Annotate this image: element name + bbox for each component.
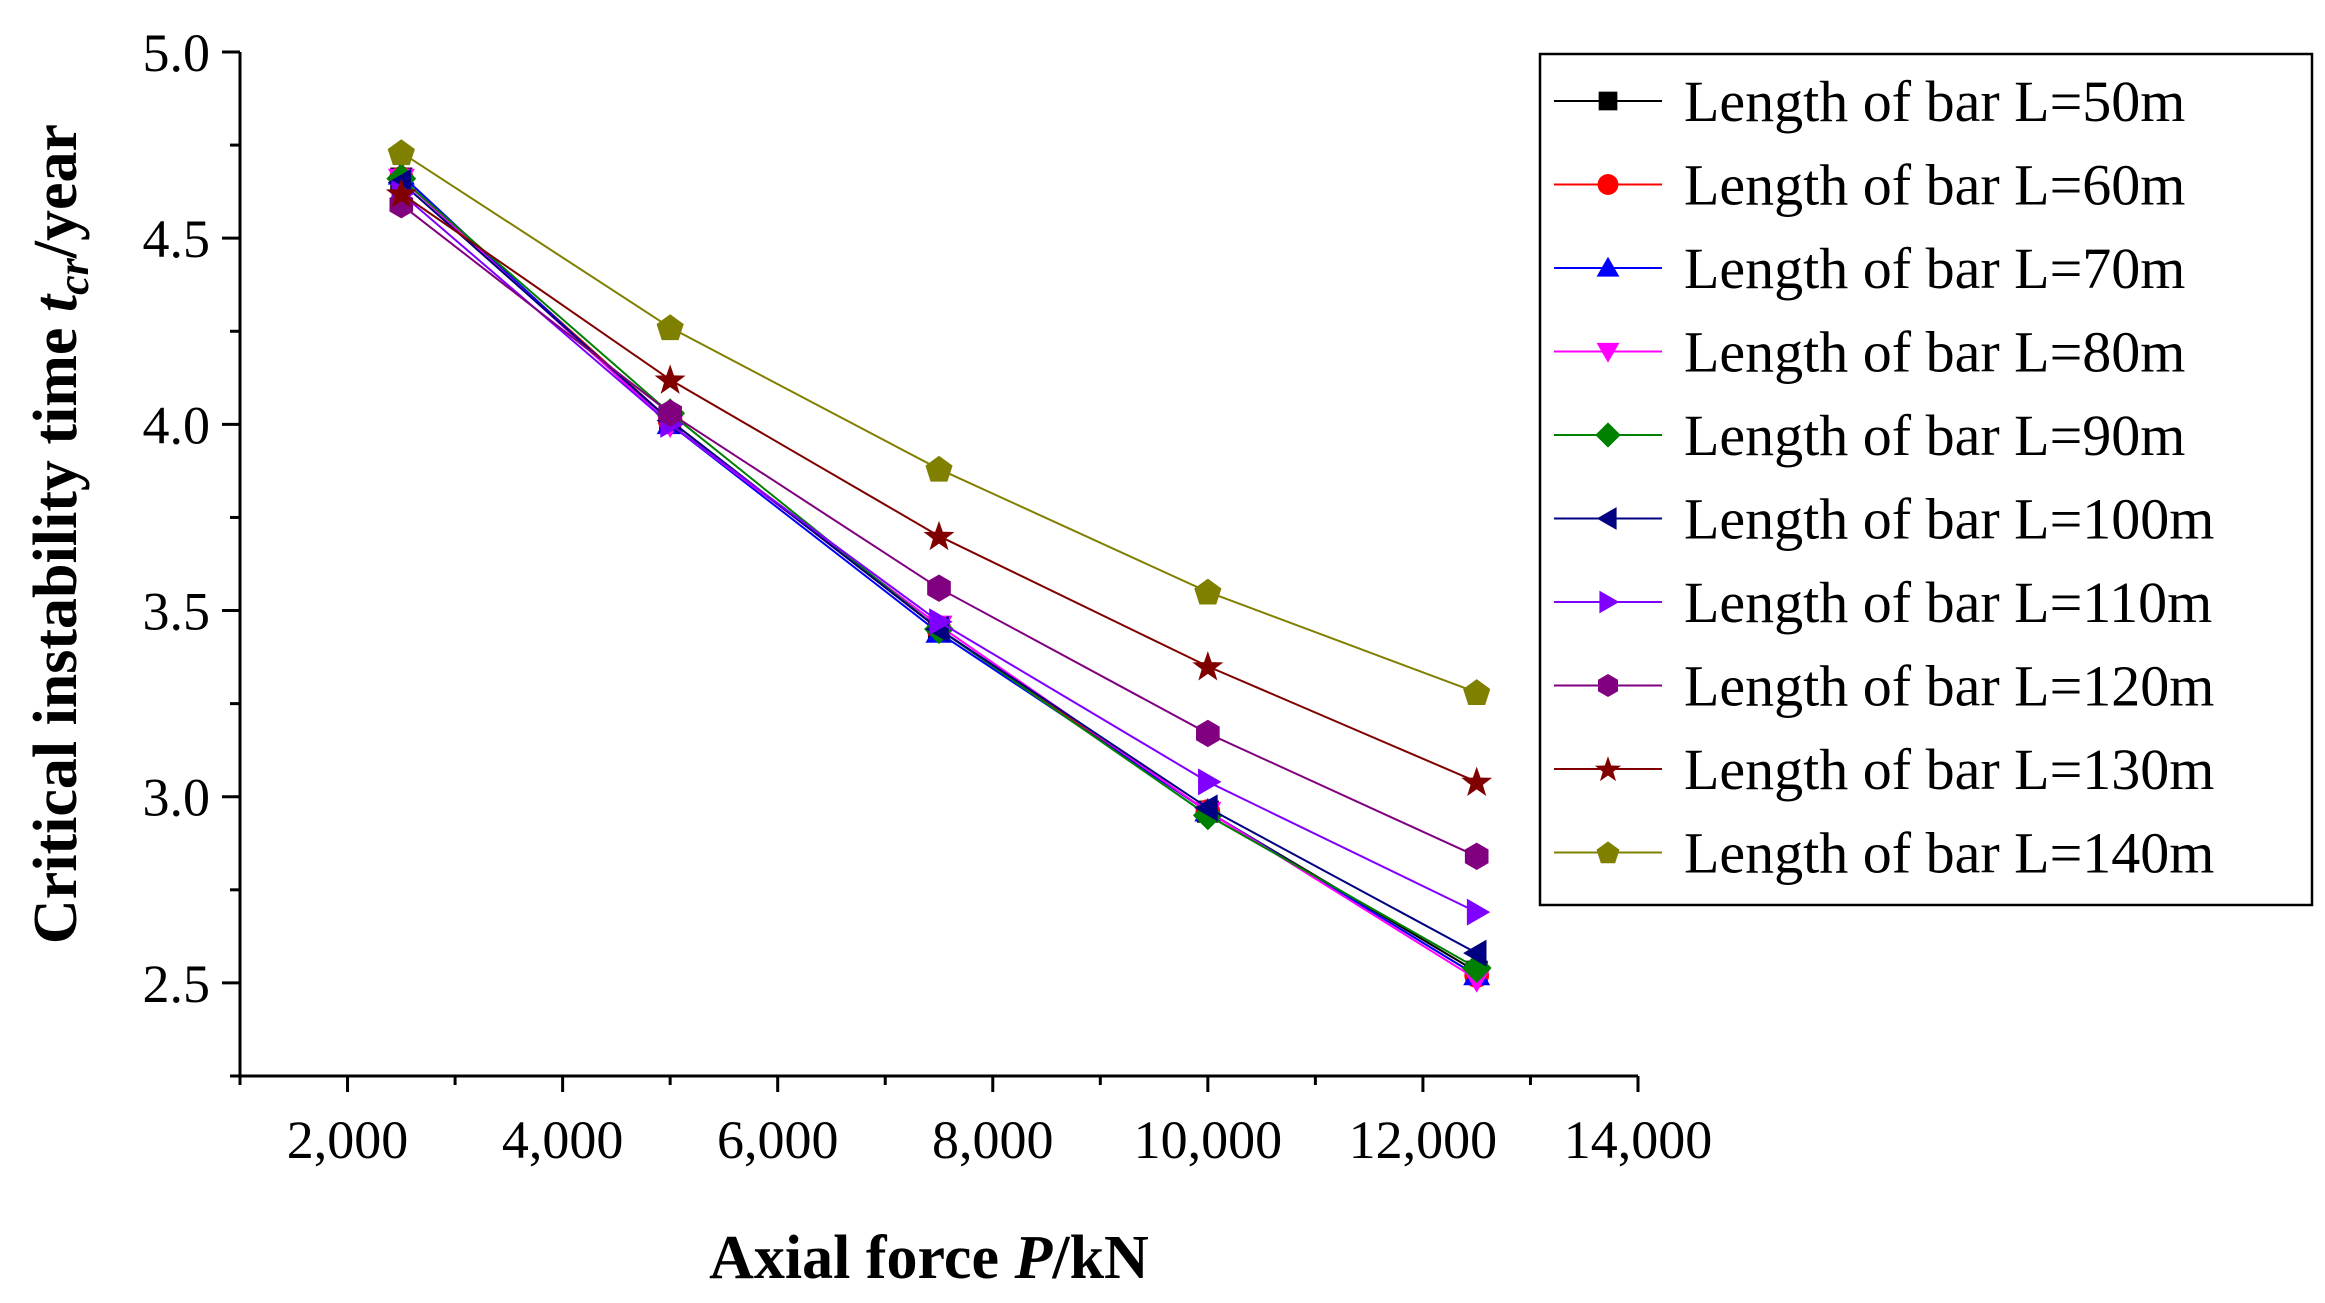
legend-marker <box>1599 590 1620 614</box>
series-3 <box>387 161 1491 986</box>
legend-label: Length of bar L=130m <box>1684 737 2214 802</box>
x-axis-title: Axial force P/kN <box>709 1224 1149 1292</box>
series-line <box>400 177 1478 969</box>
legend-item: Length of bar L=70m <box>1554 236 2185 301</box>
data-point <box>385 178 417 208</box>
data-point <box>1194 794 1218 822</box>
series-line <box>400 192 1478 914</box>
data-point <box>1198 768 1222 796</box>
data-point <box>658 399 682 427</box>
x-tick-label: 8,000 <box>932 1110 1054 1170</box>
legend-item: Length of bar L=80m <box>1554 320 2185 385</box>
series-5 <box>386 163 1492 983</box>
legend-item: Length of bar L=60m <box>1554 153 2185 218</box>
axes: 2,000 4,000 6,000 8,000 10,000 12,000 14,000 2.… <box>22 23 1712 1292</box>
series-10 <box>387 139 1491 706</box>
legend: Length of bar L=50m Length of bar L=60m Le… <box>1538 52 2314 907</box>
legend-label: Length of bar L=90m <box>1684 403 2185 468</box>
data-point <box>656 314 684 341</box>
series-line <box>400 181 1478 954</box>
y-tick-label: 3.0 <box>143 768 211 828</box>
y-tick-label: 4.5 <box>143 209 211 269</box>
legend-box <box>1538 52 2314 907</box>
legend-item: Length of bar L=90m <box>1554 403 2185 468</box>
legend-label: Length of bar L=70m <box>1684 236 2185 301</box>
data-point <box>923 520 955 551</box>
x-tick-label: 12,000 <box>1349 1110 1498 1170</box>
legend-marker <box>1596 256 1620 277</box>
legend-marker <box>1596 342 1620 363</box>
legend-marker <box>1595 422 1621 448</box>
y-axis-title: Critical instability time tcr/year <box>22 124 98 944</box>
y-tick-label: 5.0 <box>143 23 211 83</box>
data-point <box>654 364 686 394</box>
legend-marker <box>1597 174 1619 195</box>
data-point <box>925 455 953 482</box>
series-9 <box>385 178 1493 796</box>
data-point <box>1192 651 1224 681</box>
data-point <box>927 574 951 602</box>
data-point <box>387 139 415 166</box>
legend-label: Length of bar L=110m <box>1684 570 2212 635</box>
legend-label: Length of bar L=120m <box>1684 654 2214 719</box>
series-7 <box>391 179 1491 926</box>
x-tick-label: 14,000 <box>1564 1110 1713 1170</box>
legend-item: Length of bar L=120m <box>1554 654 2214 719</box>
data-point <box>1194 578 1222 605</box>
legend-label: Length of bar L=60m <box>1684 153 2185 218</box>
y-tick-label: 2.5 <box>143 954 211 1014</box>
legend-label: Length of bar L=80m <box>1684 320 2185 385</box>
data-point <box>1464 842 1489 870</box>
x-tick-label: 2,000 <box>287 1110 409 1170</box>
legend-item: Length of bar L=50m <box>1554 69 2185 134</box>
legend-marker <box>1594 756 1622 782</box>
legend-item: Length of bar L=110m <box>1554 570 2212 635</box>
legend-label: Length of bar L=50m <box>1684 69 2185 134</box>
legend-marker <box>1598 91 1618 111</box>
data-point <box>1463 679 1491 706</box>
data-point <box>1461 953 1492 983</box>
data-point <box>1196 719 1220 748</box>
series-6 <box>387 168 1487 967</box>
x-tick-label: 10,000 <box>1134 1110 1283 1170</box>
legend-label: Length of bar L=100m <box>1684 487 2214 552</box>
legend-marker <box>1598 673 1618 698</box>
x-tick-label: 6,000 <box>717 1110 839 1170</box>
legend-item: Length of bar L=100m <box>1554 487 2214 552</box>
y-tick-label: 4.0 <box>143 395 211 455</box>
y-tick-label: 3.5 <box>143 582 211 642</box>
series-layer <box>385 139 1493 993</box>
series-line <box>400 192 1478 783</box>
legend-item: Length of bar L=130m <box>1554 737 2214 802</box>
data-point <box>1463 939 1487 967</box>
legend-label: Length of bar L=140m <box>1684 821 2214 886</box>
series-line <box>400 151 1478 694</box>
data-point <box>1466 898 1491 926</box>
data-point <box>929 608 953 636</box>
legend-marker <box>1596 841 1620 864</box>
legend-marker <box>1596 507 1617 530</box>
legend-item: Length of bar L=140m <box>1554 821 2214 886</box>
data-point <box>1461 766 1493 796</box>
x-tick-label: 4,000 <box>502 1110 624 1170</box>
